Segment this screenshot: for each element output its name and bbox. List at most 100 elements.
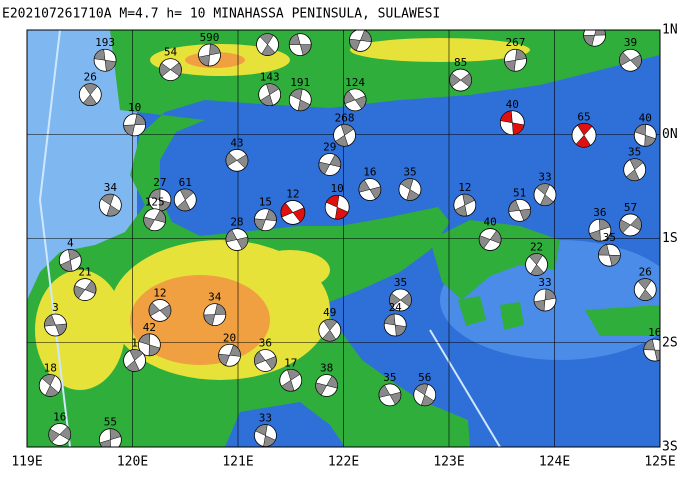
depth-label: 33 [538, 171, 551, 184]
compression-quadrant [48, 426, 71, 443]
focal-mechanism [358, 178, 382, 201]
depth-label: 87 [261, 21, 274, 34]
focal-mechanism [633, 278, 657, 301]
compression-quadrant [288, 33, 312, 56]
depth-label: 51 [513, 186, 526, 199]
lon-label: 122E [328, 455, 359, 470]
focal-mechanism [348, 30, 372, 52]
depth-label: 268 [335, 111, 355, 124]
focal-mechanism [449, 68, 473, 92]
depth-label: 4 [67, 236, 74, 249]
focal-mechanism [324, 194, 350, 220]
compression-quadrant [198, 43, 221, 67]
compression-quadrant [583, 30, 606, 47]
depth-label: 35 [603, 231, 616, 244]
focal-mechanism [413, 383, 437, 407]
compression-quadrant [218, 344, 241, 366]
compression-quadrant [254, 351, 277, 370]
compression-quadrant [400, 178, 420, 201]
focal-mechanism [98, 428, 122, 447]
compression-quadrant [225, 229, 249, 250]
compression-quadrant [449, 72, 472, 88]
depth-label: 143 [260, 71, 280, 84]
focal-mechanism [478, 228, 502, 251]
compression-quadrant [415, 383, 435, 407]
depth-label: 21 [78, 266, 91, 279]
compression-quadrant [203, 303, 227, 326]
compression-quadrant [378, 384, 402, 405]
compression-quadrant [176, 188, 194, 212]
focal-mechanism [453, 193, 477, 217]
depth-label: 590 [200, 31, 220, 44]
plate-boundary [38, 30, 71, 447]
depth-label: 56 [418, 371, 431, 384]
depth-label: 16 [648, 326, 661, 339]
focal-mechanism [280, 200, 306, 225]
compression-quadrant [619, 51, 642, 69]
depth-label: 10 [128, 101, 141, 114]
compression-quadrant [100, 193, 120, 217]
compression-quadrant [138, 333, 161, 357]
focal-mechanism [198, 43, 221, 67]
compression-quadrant [343, 90, 367, 110]
depth-label: 57 [624, 201, 637, 214]
compression-quadrant [255, 424, 276, 447]
compression-quadrant [634, 124, 657, 147]
focal-mechanism [623, 158, 647, 182]
compression-quadrant [148, 302, 172, 319]
compression-quadrant [625, 158, 644, 181]
compression-quadrant [290, 88, 311, 112]
compression-quadrant [619, 216, 642, 234]
focal-mechanism [508, 198, 532, 222]
focal-mechanism [315, 374, 339, 397]
focal-mechanism [619, 48, 642, 72]
compression-quadrant [528, 253, 545, 276]
compression-quadrant [143, 209, 166, 230]
compression-quadrant [159, 62, 182, 77]
compression-quadrant [589, 218, 611, 242]
depth-label: 55 [104, 416, 117, 429]
lat-label: 0N [662, 127, 678, 142]
depth-label: 267 [506, 36, 526, 49]
highland [350, 38, 530, 62]
depth-label: 36 [259, 336, 272, 349]
focal-mechanism [343, 88, 367, 112]
focal-mechanism [525, 253, 548, 276]
lat-label: 2S [662, 335, 678, 350]
plate-boundary [429, 329, 501, 447]
depth-label: 191 [290, 76, 310, 89]
focal-mechanism [643, 338, 660, 362]
depth-label: 43 [230, 136, 243, 149]
focal-mechanism [98, 193, 122, 217]
compression-quadrant [44, 314, 67, 336]
lon-label: 119E [11, 455, 42, 470]
depth-label: 42 [143, 321, 156, 334]
compression-quadrant [125, 349, 144, 372]
focal-mechanism [38, 374, 62, 397]
focal-mechanism [159, 58, 182, 82]
compression-quadrant [82, 83, 98, 106]
compression-quadrant [123, 113, 146, 136]
depth-label: 54 [164, 46, 178, 59]
depth-label: 61 [179, 176, 192, 189]
focal-mechanism [288, 88, 312, 112]
focal-mechanism [398, 178, 422, 201]
focal-mechanism [254, 349, 277, 372]
compression-quadrant [478, 230, 502, 249]
focal-mechanism [93, 48, 117, 72]
compression-quadrant [99, 428, 122, 447]
depth-label: 33 [538, 276, 551, 289]
focal-mechanism [318, 153, 342, 176]
compression-quadrant [259, 33, 276, 56]
depth-label: 16 [363, 166, 376, 179]
depth-label: 22 [530, 241, 543, 254]
compression-quadrant [325, 195, 349, 220]
focal-mechanism [73, 278, 97, 301]
depth-label: 205 [585, 11, 605, 24]
depth-label: 29 [323, 140, 336, 153]
focal-mechanism [48, 423, 72, 446]
focal-mechanism [619, 213, 642, 237]
depth-label: 28 [230, 216, 243, 229]
depth-label: 35 [403, 166, 416, 179]
